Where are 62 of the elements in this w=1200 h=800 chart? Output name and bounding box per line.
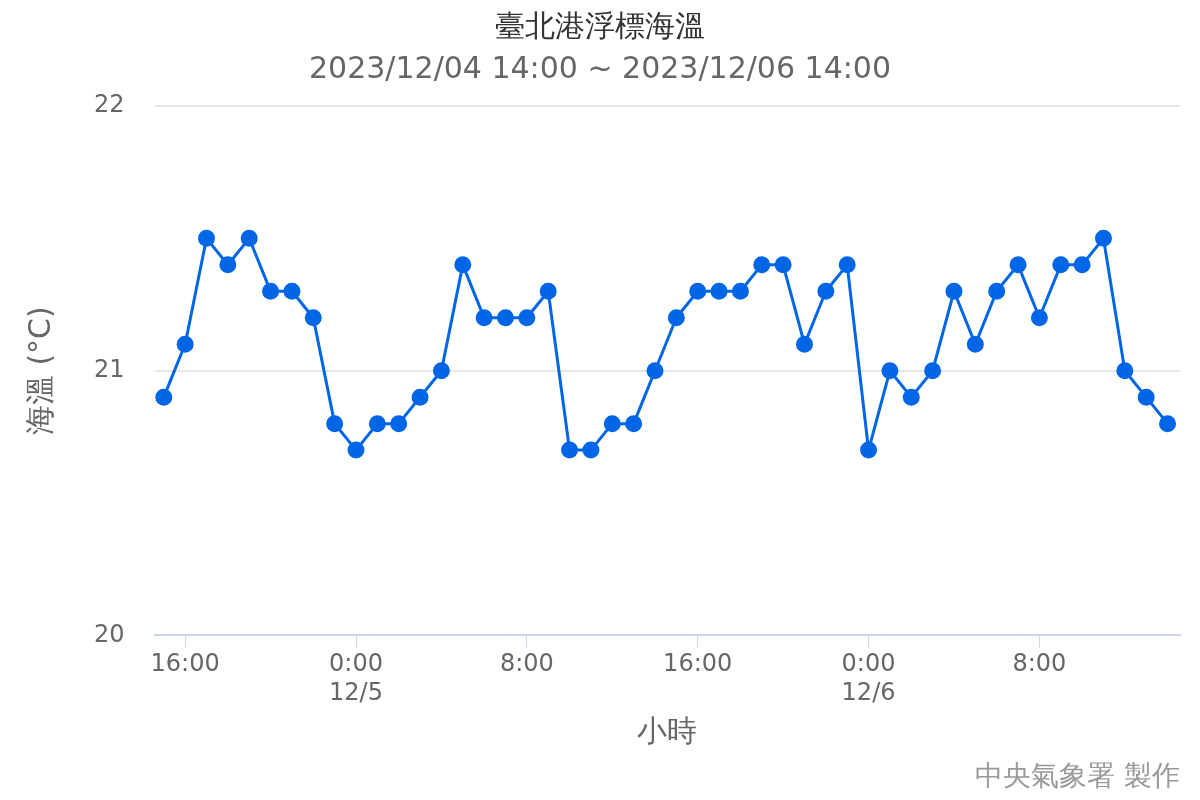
x-tick-label: 16:00	[663, 649, 733, 678]
point	[753, 256, 771, 274]
point	[240, 229, 258, 247]
point	[155, 388, 173, 406]
chart-title: 臺北港浮標海溫	[495, 7, 705, 43]
y-tick-label: 20	[93, 619, 125, 648]
x-axis-title: 小時	[637, 712, 698, 748]
point	[817, 282, 835, 300]
point	[988, 282, 1006, 300]
point	[881, 362, 899, 380]
point	[1137, 388, 1155, 406]
point	[646, 362, 664, 380]
point	[561, 441, 579, 459]
point	[1159, 415, 1177, 433]
point	[1073, 256, 1091, 274]
point	[945, 282, 963, 300]
point	[838, 256, 856, 274]
point	[966, 335, 984, 353]
point	[219, 256, 237, 274]
x-tick-label: 16:00	[150, 649, 220, 678]
point	[539, 282, 557, 300]
point	[710, 282, 728, 300]
point	[667, 309, 685, 327]
point	[326, 415, 344, 433]
point	[774, 256, 792, 274]
point	[497, 309, 514, 327]
x-tick-label: 8:00	[1012, 649, 1067, 678]
point	[454, 256, 472, 274]
point	[1116, 362, 1134, 380]
point	[625, 415, 643, 433]
x-tick-label: 0:00 12/5	[329, 649, 383, 706]
point	[924, 362, 942, 380]
point	[198, 229, 216, 247]
point	[860, 441, 878, 459]
point	[283, 282, 301, 300]
y-tick-label: 21	[93, 354, 125, 383]
point	[368, 415, 386, 433]
point	[262, 282, 280, 300]
point	[902, 388, 920, 406]
point	[1094, 229, 1112, 247]
point	[176, 335, 194, 353]
point	[1052, 256, 1070, 274]
point	[795, 335, 813, 353]
x-tick-label: 0:00 12/6	[841, 649, 896, 706]
point	[411, 388, 429, 406]
x-tick-label: 8:00	[499, 649, 554, 678]
point	[390, 415, 408, 433]
point	[1030, 309, 1048, 327]
point	[1009, 256, 1027, 274]
point	[582, 441, 600, 459]
y-tick-label: 22	[93, 90, 125, 119]
point	[347, 441, 365, 459]
point	[603, 415, 621, 433]
point	[475, 309, 493, 327]
point	[689, 282, 707, 300]
y-axis-title: 海溫 (°C)	[21, 306, 57, 436]
point	[731, 282, 749, 300]
point	[304, 309, 322, 327]
point	[432, 362, 450, 380]
text: 中央氣象署 製作	[975, 759, 1180, 793]
point	[518, 309, 536, 327]
chart-subtitle: 2023/12/04 14:00 ~ 2023/12/06 14:00	[308, 49, 892, 85]
